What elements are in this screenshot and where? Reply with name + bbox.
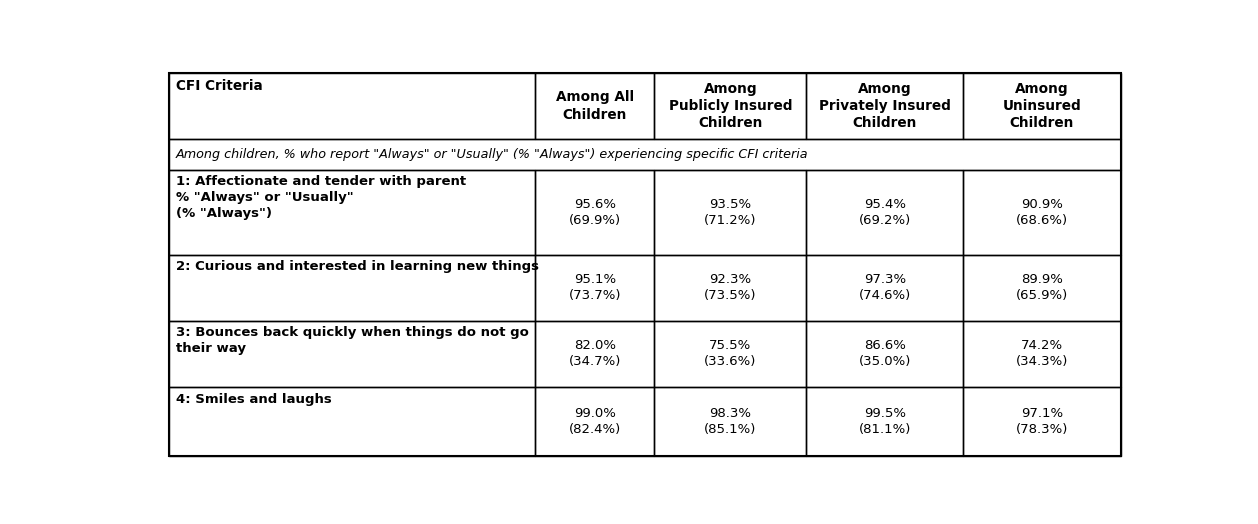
Text: Among All
Children: Among All Children [556, 90, 634, 122]
Text: Among
Privately Insured
Children: Among Privately Insured Children [819, 82, 951, 130]
Text: 2: Curious and interested in learning new things: 2: Curious and interested in learning ne… [176, 260, 538, 274]
Bar [806, 170, 964, 255]
Text: 95.4%
(69.2%): 95.4% (69.2%) [859, 198, 911, 227]
Text: 3: Bounces back quickly when things do not go
their way: 3: Bounces back quickly when things do n… [176, 326, 528, 355]
Bar [964, 73, 1121, 139]
Text: Among children, % who report "Always" or "Usually" (% "Always") experiencing spe: Among children, % who report "Always" or… [176, 148, 809, 161]
Text: 4: Smiles and laughs: 4: Smiles and laughs [176, 392, 332, 406]
Bar [169, 170, 536, 255]
Bar [964, 387, 1121, 456]
Bar [964, 170, 1121, 255]
Bar [654, 170, 806, 255]
Text: 95.6%
(69.9%): 95.6% (69.9%) [569, 198, 621, 227]
Text: 97.1%
(78.3%): 97.1% (78.3%) [1015, 407, 1068, 436]
Bar [964, 255, 1121, 321]
Text: 89.9%
(65.9%): 89.9% (65.9%) [1016, 274, 1068, 302]
Text: 82.0%
(34.7%): 82.0% (34.7%) [569, 340, 621, 368]
Bar [654, 73, 806, 139]
Bar [169, 139, 1121, 170]
Text: 97.3%
(74.6%): 97.3% (74.6%) [859, 274, 911, 302]
Bar [536, 73, 654, 139]
Text: 98.3%
(85.1%): 98.3% (85.1%) [704, 407, 756, 436]
Bar [806, 321, 964, 387]
Bar [169, 387, 536, 456]
Bar [536, 170, 654, 255]
Bar [654, 321, 806, 387]
Bar [654, 387, 806, 456]
Text: 99.5%
(81.1%): 99.5% (81.1%) [859, 407, 911, 436]
Bar [964, 321, 1121, 387]
Text: Among
Uninsured
Children: Among Uninsured Children [1003, 82, 1082, 130]
Bar [654, 255, 806, 321]
Text: 93.5%
(71.2%): 93.5% (71.2%) [704, 198, 756, 227]
Text: 99.0%
(82.4%): 99.0% (82.4%) [569, 407, 621, 436]
Text: Among
Publicly Insured
Children: Among Publicly Insured Children [668, 82, 793, 130]
Text: 1: Affectionate and tender with parent
% "Always" or "Usually"
(% "Always"): 1: Affectionate and tender with parent %… [176, 176, 465, 220]
Bar [806, 255, 964, 321]
Text: 95.1%
(73.7%): 95.1% (73.7%) [569, 274, 621, 302]
Text: 90.9%
(68.6%): 90.9% (68.6%) [1016, 198, 1068, 227]
Bar [806, 73, 964, 139]
Bar [536, 255, 654, 321]
Text: 86.6%
(35.0%): 86.6% (35.0%) [859, 340, 911, 368]
Bar [536, 387, 654, 456]
Text: 74.2%
(34.3%): 74.2% (34.3%) [1015, 340, 1068, 368]
Bar [169, 73, 536, 139]
Bar [169, 255, 536, 321]
Bar [536, 321, 654, 387]
Bar [806, 387, 964, 456]
Text: 75.5%
(33.6%): 75.5% (33.6%) [704, 340, 756, 368]
Bar [169, 321, 536, 387]
Text: CFI Criteria: CFI Criteria [176, 79, 263, 93]
Text: 92.3%
(73.5%): 92.3% (73.5%) [704, 274, 756, 302]
